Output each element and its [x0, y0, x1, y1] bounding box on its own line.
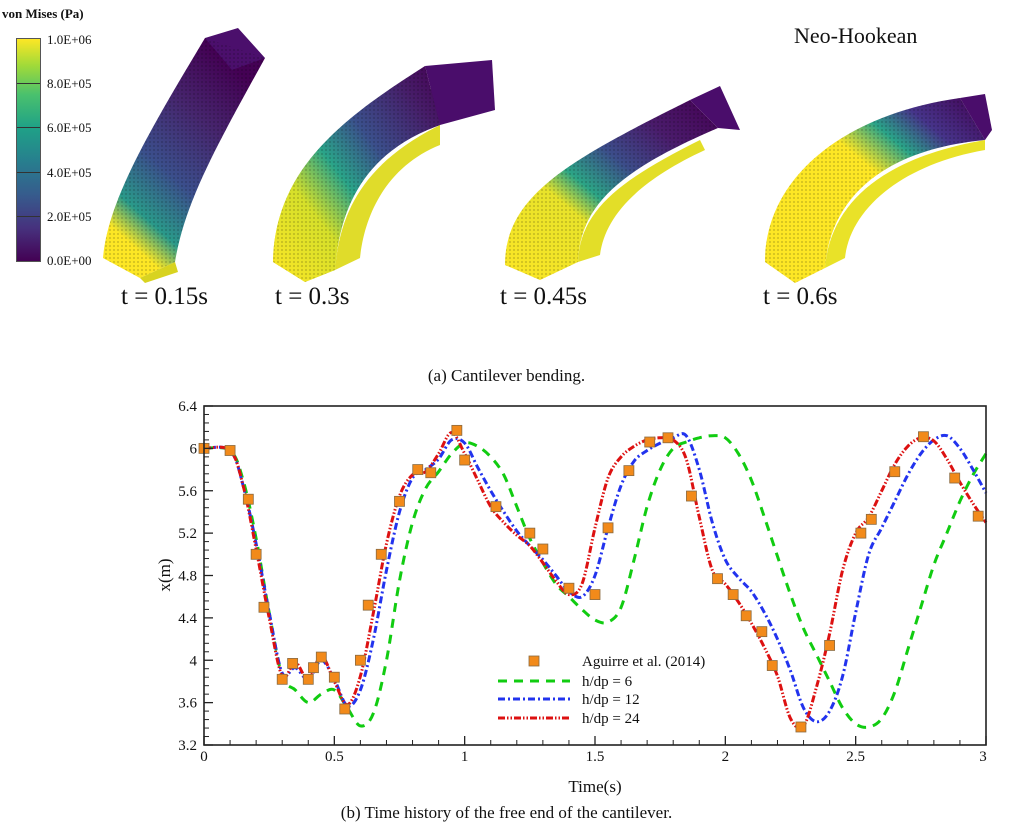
- colorbar-label: 8.0E+05: [47, 76, 92, 91]
- colorbar-label: 0.0E+00: [47, 253, 92, 268]
- x-tick-label: 2.5: [846, 749, 865, 765]
- x-axis: 0 0.5 1 1.5 2 2.5 3: [200, 736, 987, 765]
- x-tick-label: 1: [461, 749, 469, 765]
- data-marker-aguirre: [362, 599, 374, 611]
- data-marker-aguirre: [918, 431, 929, 443]
- data-marker-aguirre: [276, 673, 288, 685]
- snapshot-time-label: t = 0.6s: [763, 283, 838, 310]
- data-marker-aguirre: [394, 495, 405, 507]
- data-marker-aguirre: [740, 610, 752, 622]
- colorbar-label: 2.0E+05: [47, 209, 92, 224]
- legend-label: h/dp = 24: [582, 711, 640, 727]
- data-marker-aguirre: [537, 543, 549, 555]
- data-marker-aguirre: [308, 662, 319, 674]
- colorbar-label: 4.0E+05: [47, 165, 92, 180]
- data-marker-aguirre: [623, 465, 635, 477]
- y-tick-label: 3.2: [178, 738, 197, 754]
- x-tick-label: 3: [979, 749, 987, 765]
- colorbar: [16, 38, 41, 262]
- data-marker-aguirre: [712, 573, 723, 585]
- x-tick-label: 0.5: [325, 749, 344, 765]
- beam-snapshot-3: [505, 86, 740, 280]
- colorbar-tick: [17, 127, 40, 128]
- data-marker-aguirre: [949, 472, 961, 484]
- x-tick-label: 2: [722, 749, 730, 765]
- legend-marker-aguirre: [528, 655, 540, 667]
- data-marker-aguirre: [459, 454, 471, 466]
- legend-label: h/dp = 12: [582, 692, 640, 708]
- data-marker-aguirre: [889, 466, 901, 478]
- legend-label: Aguirre et al. (2014): [582, 654, 705, 670]
- y-tick-label: 5.2: [178, 526, 197, 542]
- legend: Aguirre et al. (2014) h/dp = 6 h/dp = 12…: [498, 654, 705, 727]
- y-axis-title: x(m): [155, 558, 174, 591]
- colorbar-label: 1.0E+06: [47, 32, 92, 47]
- data-marker-aguirre: [686, 490, 697, 502]
- data-marker-aguirre: [644, 436, 656, 448]
- model-title: Neo-Hookean: [794, 23, 918, 48]
- data-marker-aguirre: [425, 467, 437, 479]
- y-tick-label: 4.4: [178, 611, 197, 627]
- colorbar-title: von Mises (Pa): [2, 6, 84, 21]
- caption-b: (b) Time history of the free end of the …: [340, 803, 673, 822]
- data-marker-aguirre: [589, 589, 601, 600]
- y-tick-label: 6: [190, 441, 198, 457]
- colorbar-tick: [17, 83, 40, 84]
- colorbar-tick: [17, 172, 40, 173]
- x-tick-label: 1.5: [586, 749, 605, 765]
- colorbar-tick: [17, 216, 40, 217]
- data-marker-aguirre: [412, 464, 424, 475]
- caption-a: (a) Cantilever bending.: [427, 366, 586, 385]
- data-marker-aguirre: [258, 601, 270, 613]
- data-marker-aguirre: [250, 548, 262, 560]
- data-marker-aguirre: [766, 660, 778, 671]
- data-marker-aguirre: [287, 658, 299, 669]
- time-history-chart: 0 0.5 1 1.5 2 2.5 3 3.2 3.6 4 4.4 4.8 5.2 5.6 6 6.4 Ti…: [155, 399, 988, 796]
- data-marker-aguirre: [972, 510, 984, 522]
- snapshot-time-label: t = 0.15s: [121, 283, 209, 310]
- beam-snapshot-2: [273, 60, 495, 282]
- data-marker-aguirre: [490, 501, 502, 513]
- data-marker-aguirre: [855, 527, 867, 539]
- data-marker-aguirre: [563, 582, 575, 594]
- plot-series: [198, 424, 988, 733]
- beam-snapshot-4: [765, 94, 992, 283]
- legend-label: h/dp = 6: [582, 674, 633, 690]
- y-tick-label: 5.6: [178, 484, 197, 500]
- data-marker-aguirre: [302, 673, 314, 685]
- data-marker-aguirre: [824, 640, 835, 651]
- data-marker-aguirre: [315, 651, 327, 663]
- series-line-h-dp-24: [203, 430, 988, 730]
- data-marker-aguirre: [662, 432, 674, 444]
- data-marker-aguirre: [727, 589, 739, 600]
- data-marker-aguirre: [524, 527, 536, 539]
- data-marker-aguirre: [602, 522, 614, 534]
- data-marker-aguirre: [354, 654, 366, 666]
- y-tick-label: 4.8: [178, 569, 197, 585]
- data-marker-aguirre: [451, 424, 463, 436]
- colorbar-label: 6.0E+05: [47, 120, 92, 135]
- y-tick-label: 3.6: [178, 696, 197, 712]
- beam-snapshot-1: [103, 28, 265, 283]
- data-marker-aguirre: [339, 703, 351, 715]
- data-marker-aguirre: [224, 445, 236, 456]
- data-marker-aguirre: [375, 548, 387, 560]
- snapshot-time-label: t = 0.3s: [275, 283, 350, 310]
- data-marker-aguirre: [328, 671, 340, 683]
- x-tick-label: 0: [200, 749, 208, 765]
- y-axis: 3.2 3.6 4 4.4 4.8 5.2 5.6 6 6.4: [178, 399, 213, 754]
- data-marker-aguirre: [242, 493, 254, 505]
- snapshot-time-label: t = 0.45s: [500, 283, 588, 310]
- data-marker-aguirre: [756, 626, 768, 638]
- data-marker-aguirre: [795, 721, 807, 733]
- x-axis-title: Time(s): [568, 777, 621, 796]
- beam-snapshots: [103, 28, 992, 283]
- y-tick-label: 6.4: [178, 399, 197, 415]
- y-tick-label: 4: [190, 653, 198, 669]
- data-marker-aguirre: [865, 513, 877, 525]
